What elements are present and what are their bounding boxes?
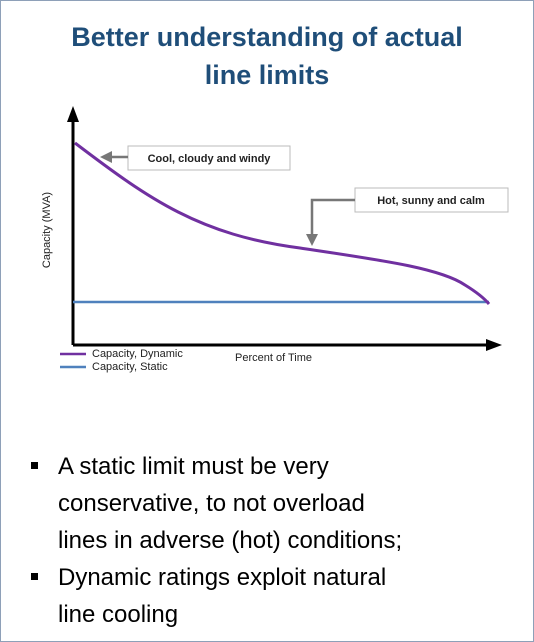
annotation: Hot, sunny and calm bbox=[377, 195, 485, 207]
annotation-box bbox=[354, 187, 509, 213]
legend-label: Capacity, Dynamic bbox=[92, 348, 183, 360]
bullet-marker bbox=[31, 573, 38, 580]
bullet-list: A static limit must be very conservative,… bbox=[31, 453, 402, 628]
legend-label: Capacity, Static bbox=[92, 361, 168, 373]
bullet-text: Dynamic ratings exploit natural bbox=[58, 564, 386, 591]
y-arrow bbox=[67, 106, 79, 122]
x-arrow bbox=[486, 339, 502, 351]
arrow-head bbox=[100, 151, 112, 163]
bullet-text: conservative, to not overload bbox=[58, 490, 365, 517]
bullet-text: A static limit must be very bbox=[58, 453, 329, 480]
arrow-head bbox=[306, 234, 318, 246]
dynamic-curve bbox=[74, 141, 491, 305]
title-line: Better understanding of actual bbox=[71, 22, 463, 52]
title-line: line limits bbox=[205, 60, 330, 90]
bullet-marker bbox=[31, 462, 38, 469]
annotation: Cool, cloudy and windy bbox=[148, 153, 272, 165]
x-axis-label: Percent of Time bbox=[235, 352, 312, 364]
arrow bbox=[310, 198, 355, 236]
bullet-text: lines in adverse (hot) conditions; bbox=[58, 527, 402, 554]
y-axis-label: Capacity (MVA) bbox=[41, 192, 53, 268]
bullet-text: line cooling bbox=[58, 601, 178, 628]
